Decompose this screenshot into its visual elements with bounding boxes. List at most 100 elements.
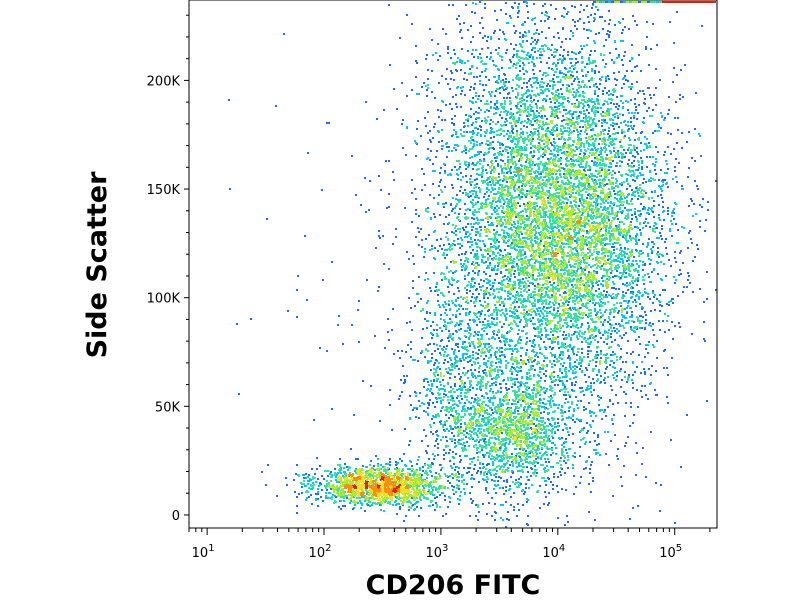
data-point <box>608 130 610 132</box>
data-point <box>568 355 570 357</box>
data-point <box>479 240 481 242</box>
data-point <box>556 331 558 333</box>
data-point <box>661 225 663 227</box>
data-point <box>632 282 634 284</box>
data-point <box>451 169 453 171</box>
data-point <box>538 272 540 274</box>
data-point <box>523 64 525 66</box>
data-point <box>591 274 593 276</box>
data-point <box>679 269 681 271</box>
data-point <box>605 80 607 82</box>
data-point <box>559 377 561 379</box>
data-point <box>429 194 431 196</box>
data-point <box>476 288 478 290</box>
data-point <box>604 174 606 176</box>
data-point <box>645 181 647 183</box>
data-point <box>565 197 567 199</box>
data-point <box>559 240 561 242</box>
data-point <box>681 226 683 228</box>
data-point <box>549 218 551 220</box>
data-point <box>666 182 668 184</box>
data-point <box>565 334 567 336</box>
data-point <box>602 324 604 326</box>
data-point <box>477 219 479 221</box>
data-point <box>624 308 626 310</box>
data-point <box>613 128 615 130</box>
data-point <box>543 411 545 413</box>
data-point <box>618 310 620 312</box>
data-point <box>599 151 601 153</box>
data-point <box>645 46 647 48</box>
data-point <box>463 135 465 137</box>
data-point <box>571 270 573 272</box>
data-point <box>601 235 603 237</box>
data-point <box>597 235 599 237</box>
data-point <box>603 296 605 298</box>
data-point <box>540 298 542 300</box>
data-point <box>574 209 576 211</box>
data-point <box>706 298 708 300</box>
data-point <box>553 185 555 187</box>
data-point <box>676 74 678 76</box>
data-point <box>593 277 595 279</box>
data-point <box>614 78 616 80</box>
data-point <box>595 257 597 259</box>
data-point <box>588 98 590 100</box>
data-point <box>600 107 602 109</box>
data-point <box>552 230 554 232</box>
data-point <box>562 302 564 304</box>
data-point <box>570 337 572 339</box>
data-point <box>617 264 619 266</box>
data-point <box>553 155 555 157</box>
data-point <box>591 135 593 137</box>
data-point <box>550 328 552 330</box>
data-point <box>548 27 550 29</box>
data-point <box>629 270 631 272</box>
data-point <box>599 410 601 412</box>
data-point <box>499 347 501 349</box>
data-point <box>559 368 561 370</box>
data-point <box>546 388 548 390</box>
data-point <box>600 321 602 323</box>
data-point <box>614 228 616 230</box>
data-point <box>488 292 490 294</box>
data-point <box>526 144 528 146</box>
data-point <box>666 320 668 322</box>
data-point <box>601 122 603 124</box>
data-point <box>488 315 490 317</box>
data-point <box>598 329 600 331</box>
data-point <box>647 398 649 400</box>
data-point <box>579 166 581 168</box>
data-point <box>694 256 696 258</box>
data-point <box>655 482 657 484</box>
data-point <box>668 301 670 303</box>
data-point <box>659 232 661 234</box>
data-point <box>574 164 576 166</box>
data-point <box>606 183 608 185</box>
data-point <box>497 265 499 267</box>
data-point <box>520 105 522 107</box>
data-point <box>522 304 524 306</box>
data-point <box>443 223 445 225</box>
data-point <box>541 353 543 355</box>
data-point <box>467 223 469 225</box>
data-point <box>495 258 497 260</box>
data-point <box>553 403 555 405</box>
data-point <box>640 390 642 392</box>
data-point <box>623 131 625 133</box>
data-point <box>638 336 640 338</box>
data-point <box>543 228 545 230</box>
data-point <box>509 245 511 247</box>
data-point <box>586 422 588 424</box>
data-point <box>545 37 547 39</box>
data-point <box>570 309 572 311</box>
data-point <box>591 148 593 150</box>
data-point <box>587 194 589 196</box>
data-point <box>508 228 510 230</box>
data-point <box>570 242 572 244</box>
data-point <box>665 238 667 240</box>
data-point <box>600 131 602 133</box>
data-point <box>625 332 627 334</box>
data-point <box>632 361 634 363</box>
data-point <box>487 103 489 105</box>
